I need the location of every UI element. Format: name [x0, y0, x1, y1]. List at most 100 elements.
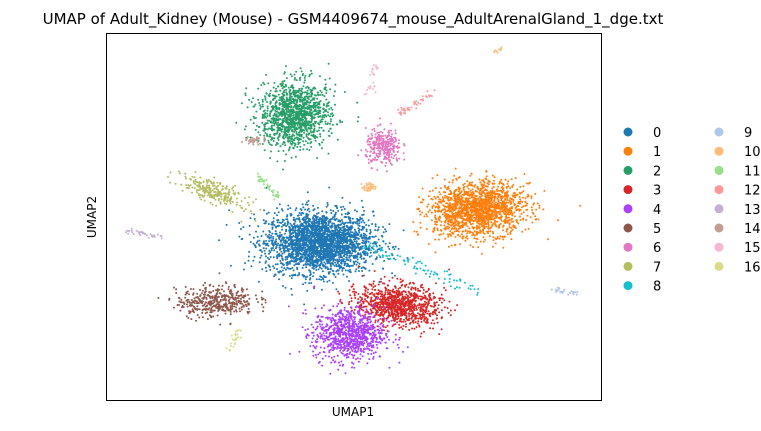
cluster-1-point [472, 227, 475, 230]
cluster-0-point [365, 228, 368, 231]
cluster-1-point [434, 220, 436, 223]
cluster-1-point [505, 230, 508, 233]
cluster-0-point [348, 240, 351, 243]
cluster-2-point [244, 94, 247, 97]
cluster-2-point [260, 84, 263, 87]
cluster-0-point [283, 245, 286, 247]
cluster-1-point [503, 209, 506, 212]
cluster-0-point [353, 228, 356, 231]
cluster-0-point [332, 258, 335, 260]
cluster-0-point [371, 223, 374, 225]
cluster-2-point [263, 95, 266, 98]
cluster-1-point [430, 211, 433, 214]
cluster-0-point [282, 274, 285, 277]
cluster-1-point [469, 219, 472, 222]
cluster-0-point [248, 224, 251, 227]
cluster-1-point [453, 174, 456, 177]
cluster-2-point [321, 147, 323, 150]
cluster-0-point [268, 265, 271, 268]
cluster-0-point [286, 260, 289, 263]
cluster-0-point [294, 263, 297, 266]
cluster-0-point [347, 216, 350, 218]
cluster-1-point [470, 206, 473, 209]
cluster-0-point [363, 261, 366, 264]
cluster-0-point [277, 211, 280, 214]
cluster-0-point [323, 261, 326, 264]
cluster-0-point [300, 212, 303, 215]
cluster-1-point [446, 233, 449, 236]
cluster-0-point [353, 243, 356, 246]
cluster-1-point [434, 202, 437, 205]
cluster-1-point [439, 201, 442, 204]
cluster-1-point [491, 174, 494, 177]
cluster-0-point [282, 247, 285, 250]
cluster-2-point [329, 115, 331, 118]
cluster-1-point [439, 193, 442, 196]
cluster-1-point [493, 213, 496, 216]
cluster-0-point [267, 244, 270, 247]
cluster-0-point [256, 235, 259, 238]
cluster-1-point [468, 207, 471, 210]
cluster-0-point [299, 239, 302, 242]
cluster-0-point [274, 225, 277, 228]
cluster-1-point [506, 227, 509, 230]
cluster-1-point [508, 222, 511, 225]
cluster-0-point [268, 233, 271, 236]
cluster-0-point [302, 264, 305, 267]
cluster-2-point [269, 133, 272, 136]
cluster-1-point [476, 210, 479, 213]
cluster-0-point [325, 239, 328, 242]
cluster-1-point [513, 192, 515, 195]
cluster-0-point [298, 249, 301, 252]
cluster-2-point [328, 108, 331, 111]
cluster-0-point [269, 268, 272, 271]
cluster-2-point [334, 103, 336, 106]
cluster-0-point [318, 250, 321, 253]
cluster-2-point [303, 81, 306, 84]
cluster-1-point [460, 190, 463, 193]
cluster-0-point [328, 271, 331, 273]
cluster-0-point [352, 222, 354, 225]
cluster-0-point [338, 258, 341, 261]
cluster-1-point [443, 200, 446, 203]
cluster-1-point [482, 231, 485, 234]
cluster-0-point [343, 216, 346, 219]
cluster-0-point [365, 241, 368, 244]
cluster-1-point [468, 227, 471, 230]
cluster-0-point [332, 232, 335, 235]
cluster-2-point [319, 133, 322, 136]
cluster-0-point [287, 239, 290, 242]
cluster-0-point [262, 240, 265, 243]
cluster-0-point [291, 228, 294, 230]
cluster-0-point [270, 234, 273, 237]
cluster-1-point [510, 227, 513, 229]
cluster-0-point [326, 280, 329, 283]
cluster-1-point [433, 195, 436, 198]
cluster-0-point [276, 251, 279, 253]
cluster-1-point [443, 205, 446, 208]
cluster-0-point [313, 232, 316, 235]
cluster-0-point [247, 259, 250, 262]
cluster-1-point [434, 251, 437, 254]
cluster-1-point [456, 215, 459, 218]
cluster-1-point [470, 172, 473, 175]
cluster-2-point [279, 118, 282, 121]
cluster-1-point [509, 211, 512, 214]
cluster-1-point [466, 205, 469, 208]
cluster-0-point [363, 221, 366, 224]
cluster-0-point [336, 207, 339, 210]
cluster-1-point [501, 188, 504, 191]
cluster-0-point [348, 232, 351, 235]
cluster-0-point [301, 229, 304, 232]
cluster-0-point [356, 258, 359, 261]
cluster-0-point [313, 221, 316, 224]
cluster-0-point [365, 224, 368, 226]
cluster-0-point [300, 253, 303, 256]
cluster-1-point [516, 193, 519, 196]
cluster-0-point [324, 250, 327, 252]
cluster-1-point [534, 215, 537, 218]
cluster-1-point [508, 223, 511, 226]
cluster-1-point [421, 201, 424, 204]
cluster-1-point [451, 181, 454, 184]
cluster-1-point [499, 180, 502, 183]
